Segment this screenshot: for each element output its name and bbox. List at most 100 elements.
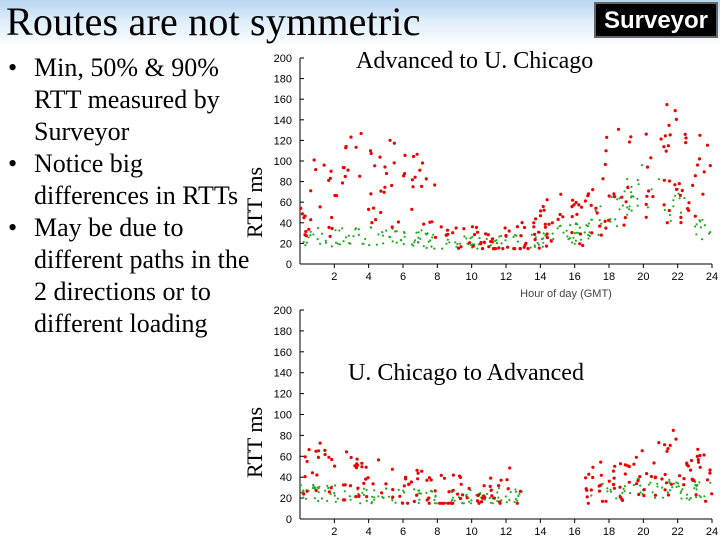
x-axis-title: Hour of day (GMT) (520, 288, 612, 300)
median-rtt-point (514, 488, 517, 491)
p90-rtt-point (358, 174, 362, 178)
median-rtt-point (572, 236, 575, 239)
median-rtt-point (614, 218, 617, 221)
p90-rtt-point (329, 169, 333, 173)
p90-rtt-point (498, 500, 502, 504)
median-rtt-point (302, 240, 305, 244)
x-tick-label: 2 (331, 271, 337, 283)
p90-rtt-point (538, 214, 543, 218)
x-tick-label: 4 (366, 526, 372, 538)
p90-rtt-point (612, 482, 616, 486)
median-rtt-point (630, 191, 633, 194)
x-tick-label: 6 (400, 271, 406, 283)
p90-rtt-point (379, 189, 383, 193)
p90-rtt-point (623, 216, 627, 220)
median-rtt-point (695, 496, 698, 499)
median-rtt-point (302, 489, 305, 492)
median-rtt-point (573, 232, 577, 235)
x-tick-label: 16 (569, 271, 581, 283)
median-rtt-point (650, 188, 653, 191)
p90-rtt-point (642, 488, 646, 492)
median-rtt-point (454, 241, 457, 244)
median-rtt-point (348, 495, 351, 498)
median-rtt-point (489, 244, 492, 247)
p90-rtt-point (604, 499, 608, 503)
median-rtt-point (609, 488, 612, 491)
p90-rtt-point (644, 132, 648, 136)
p90-rtt-point (660, 477, 664, 481)
median-rtt-point (485, 492, 489, 496)
median-rtt-point (434, 494, 437, 497)
p90-rtt-point (300, 212, 304, 216)
median-rtt-point (626, 206, 629, 209)
y-tick-label: 100 (274, 410, 292, 422)
median-rtt-point (387, 495, 391, 498)
p90-rtt-point (383, 165, 387, 169)
median-rtt-point (432, 233, 435, 236)
p90-rtt-point (376, 458, 381, 462)
median-rtt-point (468, 500, 471, 503)
p90-rtt-point (341, 498, 346, 502)
median-rtt-point (586, 225, 589, 228)
p90-rtt-point (662, 203, 666, 207)
p90-rtt-point (456, 246, 461, 250)
median-rtt-point (377, 495, 380, 498)
p90-rtt-point (489, 488, 493, 492)
p90-rtt-point (524, 241, 528, 245)
p90-rtt-point (480, 247, 485, 251)
p90-rtt-point (413, 175, 417, 179)
p90-rtt-point (545, 232, 549, 236)
p90-rtt-point (598, 224, 602, 228)
p90-rtt-point (327, 490, 331, 494)
median-rtt-point (435, 502, 438, 505)
chart-title-bottom: U. Chicago to Advanced (348, 360, 584, 386)
median-rtt-point (461, 502, 464, 505)
p90-rtt-point (506, 487, 510, 491)
median-rtt-point (600, 222, 603, 225)
p90-rtt-point (482, 484, 486, 488)
p90-rtt-point (364, 465, 368, 469)
p90-rtt-point (484, 232, 488, 236)
p90-rtt-point (503, 226, 507, 230)
p90-rtt-point (659, 137, 663, 141)
p90-rtt-point (627, 480, 631, 484)
median-rtt-point (433, 247, 436, 250)
median-rtt-point (683, 197, 686, 200)
p90-rtt-point (604, 149, 608, 153)
median-rtt-point (370, 502, 373, 505)
p90-rtt-point (668, 443, 672, 447)
p90-rtt-point (694, 493, 698, 497)
p90-rtt-point (333, 193, 337, 198)
median-rtt-point (324, 489, 327, 492)
p90-rtt-point (420, 161, 425, 165)
median-rtt-point (694, 483, 697, 487)
p90-rtt-point (708, 468, 712, 472)
median-rtt-point (636, 204, 639, 207)
x-tick-label: 18 (603, 271, 615, 283)
median-rtt-point (504, 495, 507, 498)
p90-rtt-point (355, 457, 359, 461)
y-tick-label: 160 (274, 347, 292, 359)
p90-rtt-point (479, 242, 483, 246)
p90-rtt-point (541, 204, 545, 209)
p90-rtt-point (684, 141, 688, 145)
p90-rtt-point (333, 464, 337, 468)
p90-rtt-point (371, 206, 376, 210)
y-tick-label: 200 (274, 305, 292, 317)
p90-rtt-point (710, 492, 714, 496)
p90-rtt-point (586, 192, 591, 196)
p90-rtt-point (483, 496, 487, 500)
p90-rtt-point (585, 488, 589, 492)
median-rtt-point (512, 235, 515, 238)
median-rtt-point (494, 239, 497, 242)
median-rtt-point (413, 241, 416, 244)
median-rtt-point (698, 494, 701, 497)
median-rtt-point (693, 487, 696, 490)
y-tick-label: 40 (280, 218, 292, 230)
median-rtt-point (675, 481, 678, 484)
median-rtt-point (588, 234, 591, 238)
p90-rtt-point (442, 476, 447, 480)
p90-rtt-point (662, 145, 666, 149)
p90-rtt-point (622, 223, 626, 227)
median-rtt-point (369, 226, 372, 229)
